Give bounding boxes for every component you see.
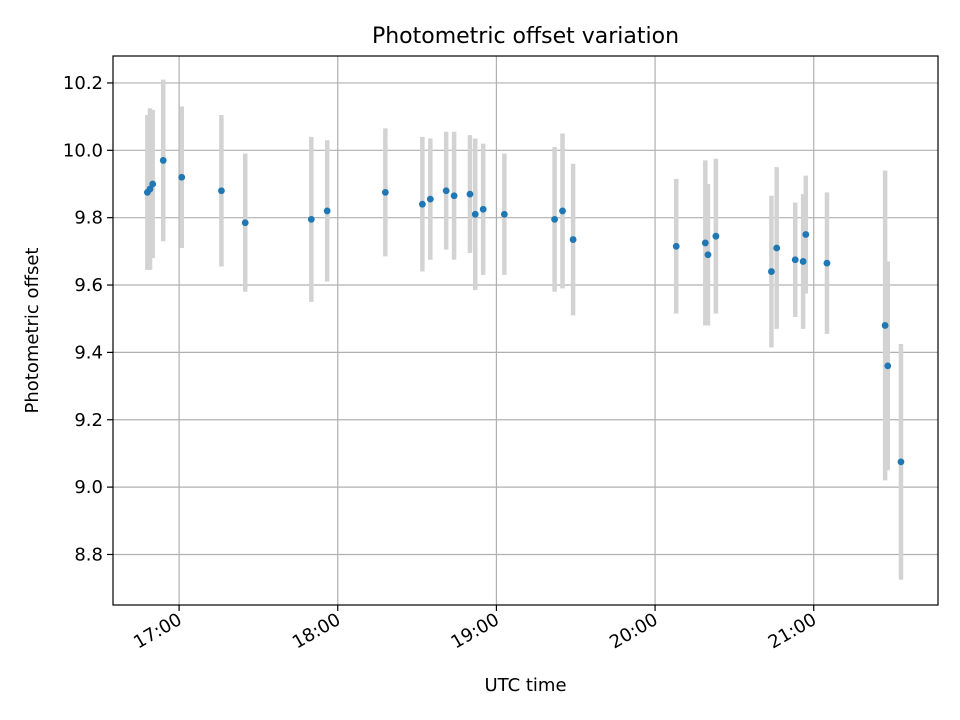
data-point bbox=[418, 200, 426, 208]
data-point bbox=[799, 258, 807, 265]
data-point bbox=[823, 259, 831, 267]
data-point bbox=[218, 187, 225, 195]
data-point bbox=[768, 268, 775, 275]
data-point bbox=[479, 205, 487, 213]
data-point bbox=[701, 239, 709, 247]
data-point bbox=[381, 189, 389, 196]
data-point bbox=[426, 195, 434, 203]
data-point bbox=[802, 231, 810, 238]
data-point bbox=[704, 251, 712, 259]
data-point bbox=[442, 187, 450, 195]
data-point bbox=[450, 192, 458, 200]
y-tick-label: 9.8 bbox=[74, 208, 103, 229]
data-point bbox=[712, 232, 720, 240]
y-tick-label: 10.0 bbox=[63, 140, 103, 161]
data-point bbox=[146, 185, 154, 193]
y-tick-label: 9.0 bbox=[74, 477, 103, 498]
data-point bbox=[307, 215, 315, 223]
y-tick-label: 10.2 bbox=[63, 73, 103, 94]
data-point bbox=[178, 173, 186, 181]
data-point bbox=[551, 215, 558, 223]
data-point bbox=[471, 210, 479, 218]
data-point bbox=[897, 458, 905, 466]
data-point bbox=[881, 322, 889, 329]
data-point bbox=[323, 207, 331, 215]
chart-title: Photometric offset variation bbox=[372, 24, 679, 49]
data-point bbox=[466, 190, 474, 198]
y-tick-label: 9.6 bbox=[74, 275, 103, 296]
data-point bbox=[791, 256, 799, 264]
x-axis-label: UTC time bbox=[484, 675, 566, 696]
data-point bbox=[500, 210, 508, 218]
y-tick-label: 9.2 bbox=[74, 410, 103, 431]
data-point bbox=[672, 242, 680, 250]
data-point bbox=[884, 362, 892, 370]
data-point bbox=[149, 180, 157, 188]
grid-lines bbox=[113, 56, 938, 605]
data-point bbox=[569, 236, 577, 243]
data-point bbox=[159, 157, 167, 164]
data-point bbox=[559, 207, 566, 215]
plot-frame bbox=[112, 55, 939, 606]
data-points bbox=[143, 157, 905, 466]
data-point bbox=[241, 219, 249, 227]
y-tick-label: 8.8 bbox=[74, 544, 103, 565]
data-point bbox=[773, 244, 781, 252]
y-axis-label: Photometric offset bbox=[22, 248, 43, 414]
y-tick-label: 9.4 bbox=[74, 342, 103, 363]
